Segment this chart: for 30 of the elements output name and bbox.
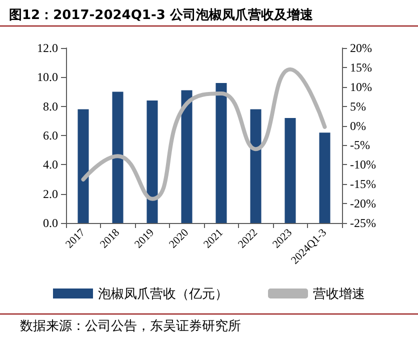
y2-tick-label: -5% (350, 138, 370, 152)
y-tick-label: 0.0 (43, 216, 58, 230)
bar (112, 92, 124, 223)
y2-tick-label: -15% (350, 177, 376, 192)
bar (284, 118, 296, 223)
bar (319, 132, 330, 223)
y2-tick-label: 5% (350, 99, 366, 114)
line-series (81, 67, 327, 201)
y2-tick-label: 20% (350, 41, 372, 55)
y2-tick-label: -20% (350, 196, 376, 211)
legend-label: 营收增速 (313, 286, 365, 301)
y-tick-label: 10.0 (37, 70, 58, 84)
y2-tick-label: 0% (350, 118, 366, 133)
y2-tick-label: 10% (350, 80, 372, 94)
bar (146, 100, 158, 223)
y-tick-label: 12.0 (37, 41, 58, 55)
y-tick-label: 6.0 (43, 128, 58, 142)
legend-label: 泡椒凤爪营收（亿元） (98, 286, 228, 301)
chart-title: 图12：2017-2024Q1-3 公司泡椒凤爪营收及增速 (9, 7, 314, 23)
y-tick-label: 2.0 (43, 186, 58, 201)
y2-tick-label: 15% (350, 60, 372, 74)
y-tick-label: 8.0 (43, 99, 58, 114)
bar (78, 109, 89, 223)
y2-tick-label: -25% (350, 216, 376, 230)
y-tick-label: 4.0 (43, 158, 58, 172)
y2-tick-label: -10% (350, 158, 376, 172)
bar (181, 90, 192, 223)
bar (216, 83, 227, 223)
bar (250, 109, 262, 223)
source-note: 数据来源：公司公告，东吴证券研究所 (20, 319, 241, 334)
